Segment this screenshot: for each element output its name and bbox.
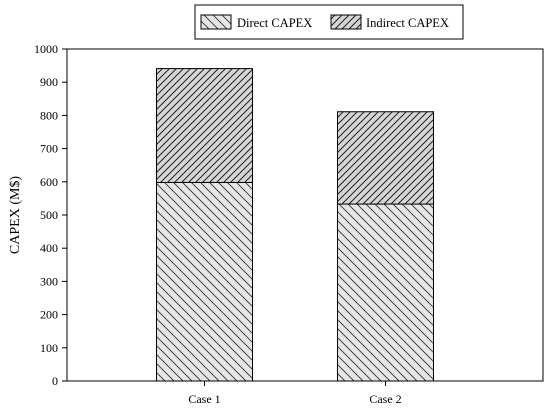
- plot-area-frame: [66, 48, 544, 382]
- x-tick-label: Case 2: [369, 392, 401, 406]
- y-axis-label: CAPEX (M$): [8, 176, 23, 255]
- legend-label-indirect: Indirect CAPEX: [366, 16, 449, 30]
- legend-box: [194, 4, 464, 40]
- y-tick-label: 400: [40, 241, 58, 255]
- y-tick-label: 100: [40, 341, 58, 355]
- legend-swatch-direct: [200, 14, 232, 30]
- y-tick-label: 700: [40, 142, 58, 156]
- x-axis-ticks: Case 1 Case 2: [188, 381, 402, 406]
- y-tick-label: 300: [40, 274, 58, 288]
- bars: [156, 68, 434, 382]
- legend: Direct CAPEX Indirect CAPEX: [194, 4, 464, 40]
- y-tick-label: 500: [40, 208, 58, 222]
- y-axis-ticks: 0 100 200 300 400 500 600 700 800 900 1000: [34, 42, 67, 388]
- y-tick-label: 0: [52, 374, 58, 388]
- bar-direct-2: [337, 203, 434, 382]
- x-tick-label: Case 1: [188, 392, 220, 406]
- legend-label-direct: Direct CAPEX: [237, 16, 312, 30]
- bar-direct-1: [156, 181, 253, 382]
- legend-swatch-indirect: [330, 14, 362, 30]
- y-tick-label: 200: [40, 308, 58, 322]
- y-tick-label: 600: [40, 175, 58, 189]
- bar-indirect-2: [337, 111, 434, 205]
- y-tick-label: 800: [40, 108, 58, 122]
- y-tick-label: 900: [40, 75, 58, 89]
- bar-indirect-1: [156, 68, 253, 183]
- y-tick-label: 1000: [34, 42, 58, 56]
